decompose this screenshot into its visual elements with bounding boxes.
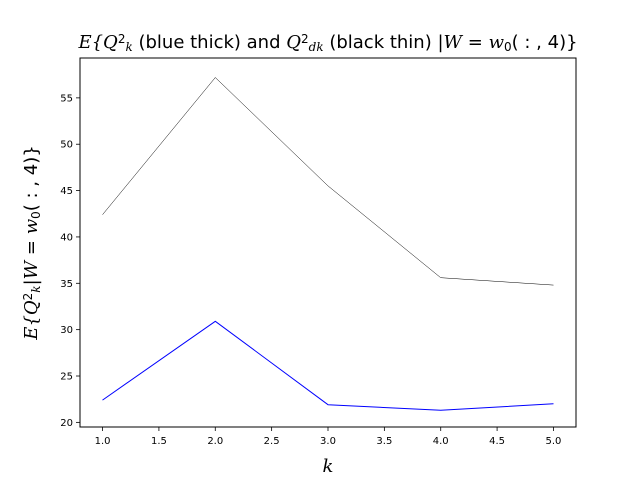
series-line-1 [102, 320, 554, 411]
rich-text-part: dk [309, 40, 324, 54]
x-tick-label: 5.0 [546, 436, 562, 447]
rich-text-part: ( : , 4)} [512, 32, 578, 53]
x-axis-label: k [323, 456, 334, 477]
rich-text-part: w [489, 32, 505, 53]
x-tick-label: 2.0 [207, 436, 223, 447]
y-tick-label: 50 [60, 140, 73, 151]
y-tick-label: 45 [60, 186, 73, 197]
rich-text-part: 2 [118, 32, 126, 46]
x-tick-label: 1.0 [95, 436, 111, 447]
y-tick-label: 40 [60, 232, 73, 243]
y-tick-label: 20 [60, 418, 73, 429]
y-axis-ticks: 20 25 30 35 40 45 50 55 [60, 93, 80, 429]
rich-text-part: W [444, 32, 464, 53]
rich-text-part: 0 [29, 211, 43, 219]
y-axis-label: E{Q2k|W = w0( : , 4)} [21, 145, 43, 340]
x-tick-label: 3.0 [320, 436, 336, 447]
rich-text-part: (black thin) | [324, 32, 444, 53]
x-tick-label: 1.5 [151, 436, 167, 447]
rich-text-part: W [21, 259, 42, 279]
rich-text-part: 2 [21, 293, 35, 301]
y-tick-label: 25 [60, 372, 73, 383]
x-axis-ticks: 1.0 1.5 2.0 2.5 3.0 3.5 4.0 4.5 5.0 [95, 427, 562, 447]
rich-text-part: = [21, 234, 42, 261]
rich-text-part: 0 [504, 40, 512, 54]
rich-text-part: | [21, 279, 42, 285]
x-tick-label: 2.5 [264, 436, 280, 447]
chart-title: E{Q2k (blue thick) and Q2dk (black thin)… [77, 32, 577, 54]
x-tick-label: 4.0 [433, 436, 449, 447]
rich-text-part: w [21, 218, 42, 234]
y-tick-label: 35 [60, 279, 73, 290]
rich-text-part: k [125, 40, 132, 54]
rich-text-part: ( : , 4)} [21, 145, 42, 211]
rich-text-part: (blue thick) and [133, 32, 287, 53]
rich-text-part: = [462, 32, 489, 53]
rich-text-part: 2 [301, 32, 309, 46]
rich-text-part: E{Q [21, 300, 42, 341]
rich-text-part: k [29, 285, 43, 292]
y-tick-label: 30 [60, 325, 73, 336]
rich-text-part: E{Q [77, 32, 118, 53]
series-line-2 [102, 77, 554, 286]
x-tick-label: 3.5 [376, 436, 392, 447]
x-tick-label: 4.5 [489, 436, 505, 447]
y-tick-label: 55 [60, 93, 73, 104]
series-layer [102, 77, 554, 411]
rich-text-part: Q [286, 32, 301, 53]
